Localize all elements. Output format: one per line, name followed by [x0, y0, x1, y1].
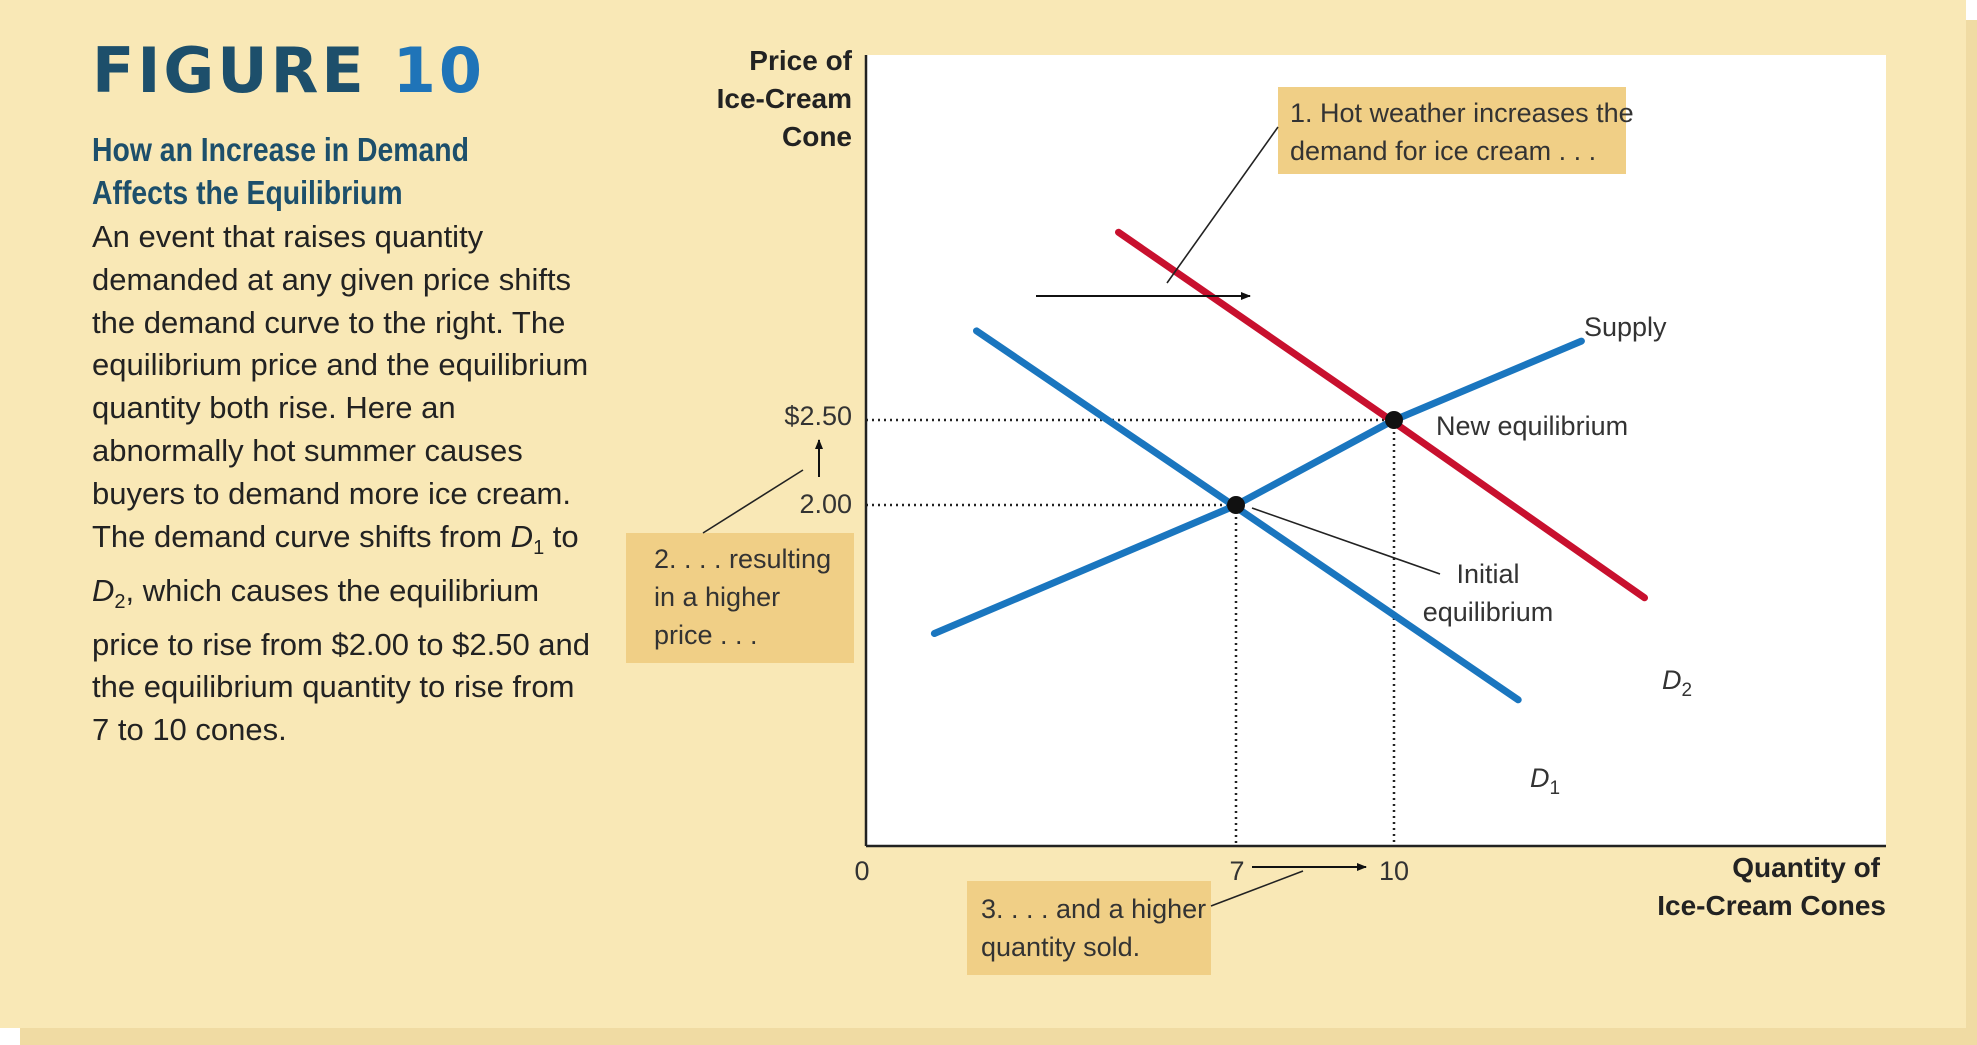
x-tick-label: 10 — [1379, 856, 1409, 886]
x-tick-label: 0 — [854, 856, 869, 886]
callout-price-text: price . . . — [654, 620, 758, 650]
callout-box-price — [626, 533, 854, 663]
caption-body: An event that raises quantity demanded a… — [92, 216, 592, 752]
figure-number: 10 — [392, 34, 486, 107]
x-axis-label: Quantity of — [1732, 852, 1880, 883]
callout-price-text: 2. . . . resulting — [654, 544, 831, 574]
figure-label-word: FIGURE — [92, 34, 367, 107]
supply-label: Supply — [1584, 312, 1667, 342]
callout-demand-text: 1. Hot weather increases the — [1290, 98, 1634, 128]
y-axis-label: Ice-Cream — [717, 83, 852, 114]
callout-quantity-text: quantity sold. — [981, 932, 1140, 962]
callout-box-quantity — [967, 881, 1211, 975]
y-axis-label: Price of — [749, 45, 852, 76]
caption-demand-sub: 1 — [533, 536, 545, 559]
leader-line-demand — [1166, 126, 1279, 284]
new-equilibrium-point — [1385, 411, 1403, 429]
callout-box-demand — [1278, 87, 1626, 174]
y-axis-label: Cone — [782, 121, 852, 152]
callout-demand-text: demand for ice cream . . . — [1290, 136, 1596, 166]
demand-1-label: D1 — [1530, 763, 1560, 799]
caption-demand-sub: 2 — [114, 590, 126, 613]
leader-line-initial-equilibrium — [1251, 507, 1441, 575]
caption-text: , which causes the equilibrium price to … — [92, 572, 591, 748]
x-axis-label: Ice-Cream Cones — [1657, 890, 1886, 921]
initial-equilibrium-point — [1227, 496, 1245, 514]
caption-demand-symbol: D — [92, 572, 115, 608]
initial-equilibrium-label: Initial — [1456, 559, 1519, 589]
caption-text: to — [544, 518, 579, 554]
caption-text: An event that raises quantity demanded a… — [92, 219, 589, 554]
new-equilibrium-label: New equilibrium — [1436, 411, 1628, 441]
x-tick-label: 7 — [1229, 856, 1244, 886]
caption-demand-symbol: D — [510, 518, 534, 554]
y-tick-label: 2.00 — [799, 489, 852, 519]
callout-quantity-text: 3. . . . and a higher — [981, 894, 1206, 924]
caption-title: How an Increase in Demand Affects the Eq… — [92, 131, 469, 211]
figure-label: FIGURE 10 — [92, 34, 485, 107]
plot-area — [866, 55, 1886, 846]
callout-price-text: in a higher — [654, 582, 780, 612]
leader-line-quantity — [1210, 870, 1304, 907]
demand-2-label: D2 — [1662, 665, 1692, 701]
y-tick-label: $2.50 — [784, 401, 852, 431]
initial-equilibrium-label: equilibrium — [1423, 597, 1554, 627]
supply-curve — [930, 337, 1585, 637]
leader-line-price — [702, 469, 804, 534]
